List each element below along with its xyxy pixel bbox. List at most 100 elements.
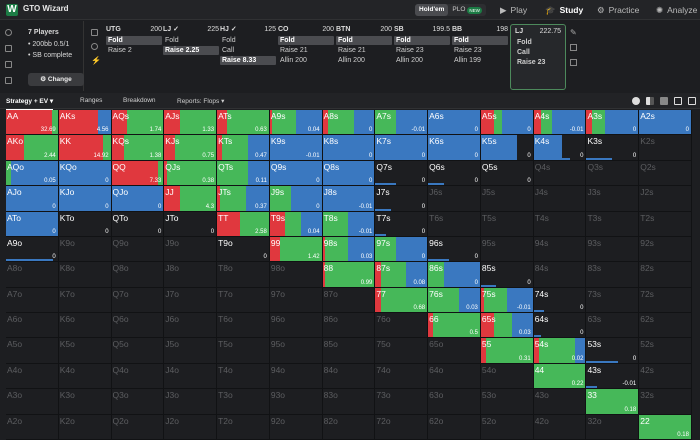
hand-cell[interactable]: K8s 0 — [322, 135, 376, 161]
hand-cell[interactable]: AQo 0.05 — [6, 160, 59, 187]
hand-cell[interactable]: 53s 0 — [586, 338, 640, 364]
hand-cell[interactable]: Q5s 0 — [480, 160, 534, 187]
hand-cell[interactable]: 75o — [375, 338, 429, 364]
hand-cell[interactable]: T6o — [217, 313, 270, 339]
hand-cell[interactable]: 32o — [586, 414, 640, 440]
hand-cell[interactable]: KTs 0.47 — [217, 135, 270, 161]
hand-cell[interactable]: AKs 4.56 — [58, 110, 112, 136]
hand-cell[interactable]: 72o — [375, 414, 429, 440]
hand-cell[interactable]: AQs 1.74 — [111, 110, 165, 136]
hand-cell[interactable]: 95o — [269, 338, 323, 364]
hand-cell[interactable]: K9o — [58, 236, 112, 263]
hand-cell[interactable]: KTo 0 — [58, 211, 112, 237]
hand-cell[interactable]: QJs 0.38 — [164, 160, 218, 187]
action-option[interactable]: Raise 8.33 — [220, 56, 276, 65]
hand-cell[interactable]: J7o — [164, 287, 218, 314]
tab-ranges[interactable]: Ranges — [80, 97, 103, 104]
action-option[interactable]: Fold — [452, 36, 508, 45]
hand-cell[interactable]: T9s 0.04 — [269, 211, 323, 237]
hand-cell[interactable]: 22 0.18 — [639, 414, 692, 440]
hand-cell[interactable]: J8o — [164, 262, 218, 288]
hand-cell[interactable]: K3s 0 — [586, 135, 640, 161]
hand-cell[interactable]: 82s — [639, 262, 692, 288]
hand-cell[interactable]: QTs 0.11 — [217, 160, 270, 187]
hand-cell[interactable]: K9s -0.01 — [269, 135, 323, 161]
hand-cell[interactable]: A3o — [6, 389, 59, 415]
hand-cell[interactable]: A2o — [6, 414, 59, 440]
action-option[interactable]: Allin 199 — [454, 57, 481, 64]
hand-cell[interactable]: QJo 0 — [111, 186, 165, 212]
hand-cell[interactable]: K5o — [58, 338, 112, 364]
action-option[interactable]: Raise 21 — [338, 47, 366, 54]
hand-cell[interactable]: 54o — [480, 363, 534, 390]
position-lj-current[interactable]: LJ 222.75 Fold Call Raise 23 — [510, 24, 566, 90]
hand-cell[interactable]: Q2s — [639, 160, 692, 187]
hand-cell[interactable]: A6o — [6, 313, 59, 339]
hand-cell[interactable]: 42s — [639, 363, 692, 390]
hand-cell[interactable]: K6o — [58, 313, 112, 339]
hand-cell[interactable]: 55 0.31 — [480, 338, 534, 364]
hand-cell[interactable]: 63o — [428, 389, 481, 415]
action-option[interactable]: Fold — [106, 36, 162, 45]
hand-cell[interactable]: 82o — [322, 414, 376, 440]
lock-icon[interactable] — [570, 44, 577, 51]
change-button[interactable]: ⚙ Change — [28, 73, 84, 86]
hand-cell[interactable]: A6s 0 — [428, 110, 481, 136]
hand-cell[interactable]: 63s — [586, 313, 640, 339]
action-option[interactable]: Fold — [278, 36, 334, 45]
hand-cell[interactable]: 94o — [269, 363, 323, 390]
hand-cell[interactable]: AJo 0 — [6, 186, 59, 212]
game-plo-toggle[interactable]: PLO NEW — [448, 4, 486, 16]
hand-cell[interactable]: AJs 1.33 — [164, 110, 218, 136]
hand-cell[interactable]: 72s — [639, 287, 692, 314]
hand-cell[interactable]: 92s — [639, 236, 692, 263]
hand-cell[interactable]: 95s — [480, 236, 534, 263]
edit-icon[interactable] — [91, 29, 98, 36]
position-lj[interactable]: LJ ✓ 225 Fold Raise 2.25 — [163, 25, 219, 89]
hand-cell[interactable]: 77 0.68 — [375, 287, 429, 314]
hand-cell[interactable]: J5s — [480, 186, 534, 212]
hand-cell[interactable]: 43o — [533, 389, 587, 415]
hand-cell[interactable]: 66 0.5 — [428, 313, 481, 339]
hand-cell[interactable]: J6o — [164, 313, 218, 339]
hand-cell[interactable]: 85o — [322, 338, 376, 364]
action-option[interactable]: Raise 23 — [454, 47, 482, 54]
history-icon[interactable] — [91, 43, 98, 50]
hand-cell[interactable]: Q6o — [111, 313, 165, 339]
hand-cell[interactable]: KJo 0 — [58, 186, 112, 212]
hand-cell[interactable]: J2o — [164, 414, 218, 440]
action-option[interactable]: Fold — [222, 37, 236, 44]
hand-cell[interactable]: Q9o — [111, 236, 165, 263]
hand-cell[interactable]: 92o — [269, 414, 323, 440]
hand-cell[interactable]: AA 32.69 — [6, 110, 59, 136]
hand-cell[interactable]: T8o — [217, 262, 270, 288]
hand-cell[interactable]: K4s 0 — [533, 135, 587, 161]
hand-cell[interactable]: 73s — [586, 287, 640, 314]
action-option[interactable]: Raise 2.25 — [163, 46, 219, 55]
hand-cell[interactable]: 98o — [269, 262, 323, 288]
hand-cell[interactable]: 87s 0.08 — [375, 262, 429, 288]
hand-cell[interactable]: Q4o — [111, 363, 165, 390]
hand-cell[interactable]: 74o — [375, 363, 429, 390]
hand-cell[interactable]: JJ 4.3 — [164, 186, 218, 212]
hand-cell[interactable]: 43s -0.01 — [586, 363, 640, 390]
hand-cell[interactable]: T4s — [533, 211, 587, 237]
fullscreen-icon[interactable] — [688, 97, 696, 105]
tab-breakdown[interactable]: Breakdown — [123, 97, 156, 104]
hand-cell[interactable]: 97s 0 — [375, 236, 429, 263]
hand-cell[interactable]: 84o — [322, 363, 376, 390]
view-split-icon[interactable] — [646, 97, 654, 105]
hand-cell[interactable]: 83s — [586, 262, 640, 288]
hand-cell[interactable]: J2s — [639, 186, 692, 212]
hand-cell[interactable]: 86s 0 — [428, 262, 481, 288]
hand-cell[interactable]: KQo 0 — [58, 160, 112, 187]
position-co[interactable]: CO 200 Fold Raise 21 Allin 200 — [278, 25, 334, 89]
text-cursor-icon[interactable] — [5, 77, 12, 84]
view-grid-icon[interactable] — [674, 97, 682, 105]
power-icon[interactable] — [5, 29, 12, 36]
hand-cell[interactable]: 97o — [269, 287, 323, 314]
hand-cell[interactable]: A9o 0 — [6, 236, 59, 263]
hand-cell[interactable]: 93o — [269, 389, 323, 415]
hand-cell[interactable]: 74s 0 — [533, 287, 587, 314]
hand-cell[interactable]: 64s 0 — [533, 313, 587, 339]
